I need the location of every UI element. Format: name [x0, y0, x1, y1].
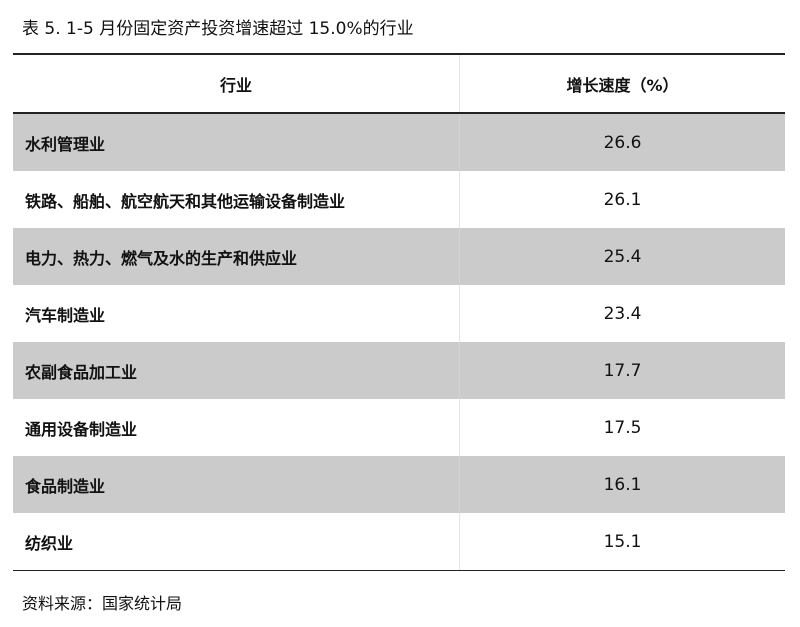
growth-cell: 15.1 [459, 513, 785, 570]
table-row: 电力、热力、燃气及水的生产和供应业 25.4 [13, 228, 785, 285]
industry-cell: 纺织业 [25, 533, 74, 553]
industry-cell: 水利管理业 [25, 134, 106, 154]
table-row: 水利管理业 26.6 [13, 114, 785, 171]
growth-cell: 17.5 [459, 399, 785, 456]
source-note: 资料来源：国家统计局 [22, 594, 183, 613]
table-row: 汽车制造业 23.4 [13, 285, 785, 342]
industry-cell: 农副食品加工业 [25, 362, 138, 382]
table-header-row: 行业 增长速度（%） [13, 55, 785, 114]
table-title: 表 5. 1-5 月份固定资产投资增速超过 15.0%的行业 [22, 19, 414, 39]
growth-cell: 17.7 [459, 342, 785, 399]
industry-cell: 通用设备制造业 [25, 419, 138, 439]
table-row: 食品制造业 16.1 [13, 456, 785, 513]
header-industry: 行业 [219, 75, 252, 95]
growth-cell: 26.6 [459, 114, 785, 171]
growth-cell: 16.1 [459, 456, 785, 513]
table-row: 通用设备制造业 17.5 [13, 399, 785, 456]
industry-cell: 铁路、船舶、航空航天和其他运输设备制造业 [25, 191, 346, 211]
industry-cell: 电力、热力、燃气及水的生产和供应业 [25, 248, 298, 268]
industry-cell: 汽车制造业 [25, 305, 106, 325]
header-growth: 增长速度（%） [459, 55, 785, 112]
table-row: 铁路、船舶、航空航天和其他运输设备制造业 26.1 [13, 171, 785, 228]
growth-cell: 26.1 [459, 171, 785, 228]
table-row: 纺织业 15.1 [13, 513, 785, 570]
growth-cell: 25.4 [459, 228, 785, 285]
industry-cell: 食品制造业 [25, 476, 106, 496]
growth-cell: 23.4 [459, 285, 785, 342]
table-row: 农副食品加工业 17.7 [13, 342, 785, 399]
data-table: 行业 增长速度（%） 水利管理业 26.6 铁路、船舶、航空航天和其他运输设备制造业… [13, 53, 785, 571]
